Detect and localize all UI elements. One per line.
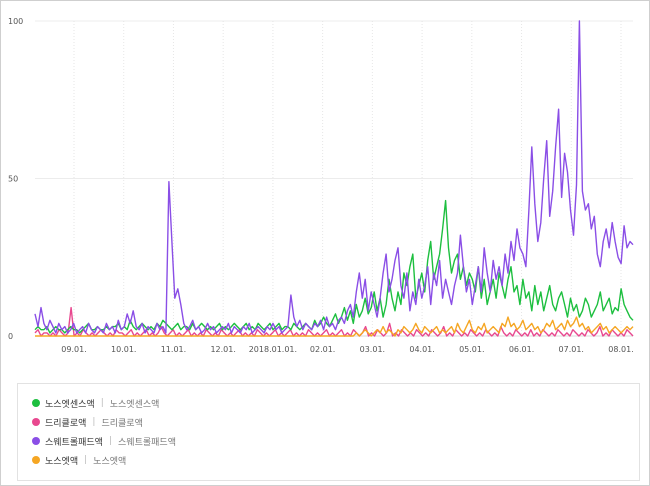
- series-line-0: [34, 199, 634, 334]
- legend-sublabel: 노스엣액: [93, 456, 127, 467]
- legend-dot-icon: [32, 399, 40, 407]
- legend-dot-icon: [32, 418, 40, 426]
- y-tick-label: 100: [8, 17, 23, 26]
- legend-sublabel: 노스엣센스액: [109, 399, 160, 410]
- legend-separator: |: [84, 455, 88, 465]
- x-tick-label: 07.01.: [559, 345, 584, 354]
- legend-separator: |: [108, 436, 113, 446]
- x-tick-label: 02.01.: [310, 345, 335, 354]
- series-line-3: [35, 316, 634, 337]
- legend-dot-icon: [32, 456, 40, 464]
- legend-item-1[interactable]: 드리클로액 | 드리클로액: [32, 415, 143, 429]
- legend-sublabel: 드리클로액: [101, 418, 143, 429]
- legend-sublabel: 스웨트롤패드액: [118, 437, 176, 448]
- legend-separator: |: [100, 398, 104, 408]
- x-tick-label: 04.01.: [409, 345, 434, 354]
- x-tick-label: 06.01.: [509, 345, 534, 354]
- legend: 노스엣센스액 | 노스엣센스액 드리클로액 | 드리클로액 스웨트롤패드액 | …: [17, 383, 640, 481]
- x-tick-label: 09.01.: [61, 345, 86, 354]
- legend-separator: |: [92, 417, 96, 427]
- series-line-2: [34, 20, 634, 334]
- legend-item-0[interactable]: 노스엣센스액 | 노스엣센스액: [32, 396, 159, 410]
- axis-layer: 0 50 100 09.01. 10.01. 11.01. 12.01. 2018.01.01…: [8, 17, 634, 354]
- x-tick-label: 12.01.: [210, 345, 235, 354]
- x-tick-label: 10.01.: [111, 345, 136, 354]
- series-layer: [34, 20, 634, 337]
- x-tick-label: 08.01.: [608, 345, 633, 354]
- y-tick-label: 50: [8, 175, 18, 184]
- legend-label: 노스엣센스액: [45, 399, 95, 410]
- x-tick-label: 2018.01.01.: [249, 345, 297, 354]
- trend-line-chart: 0 50 100 09.01. 10.01. 11.01. 12.01. 2018.01.01…: [8, 17, 634, 354]
- x-tick-label: 11.01.: [161, 345, 186, 354]
- legend-label: 노스엣액: [45, 456, 79, 467]
- legend-label: 드리클로액: [45, 418, 87, 429]
- legend-dot-icon: [32, 437, 40, 445]
- legend-item-3[interactable]: 노스엣액 | 노스엣액: [32, 453, 126, 467]
- legend-item-2[interactable]: 스웨트롤패드액 | 스웨트롤패드액: [32, 434, 176, 448]
- y-tick-label: 0: [8, 332, 13, 341]
- x-tick-label: 05.01.: [459, 345, 484, 354]
- legend-label: 스웨트롤패드액: [45, 437, 103, 448]
- x-tick-label: 03.01.: [360, 345, 385, 354]
